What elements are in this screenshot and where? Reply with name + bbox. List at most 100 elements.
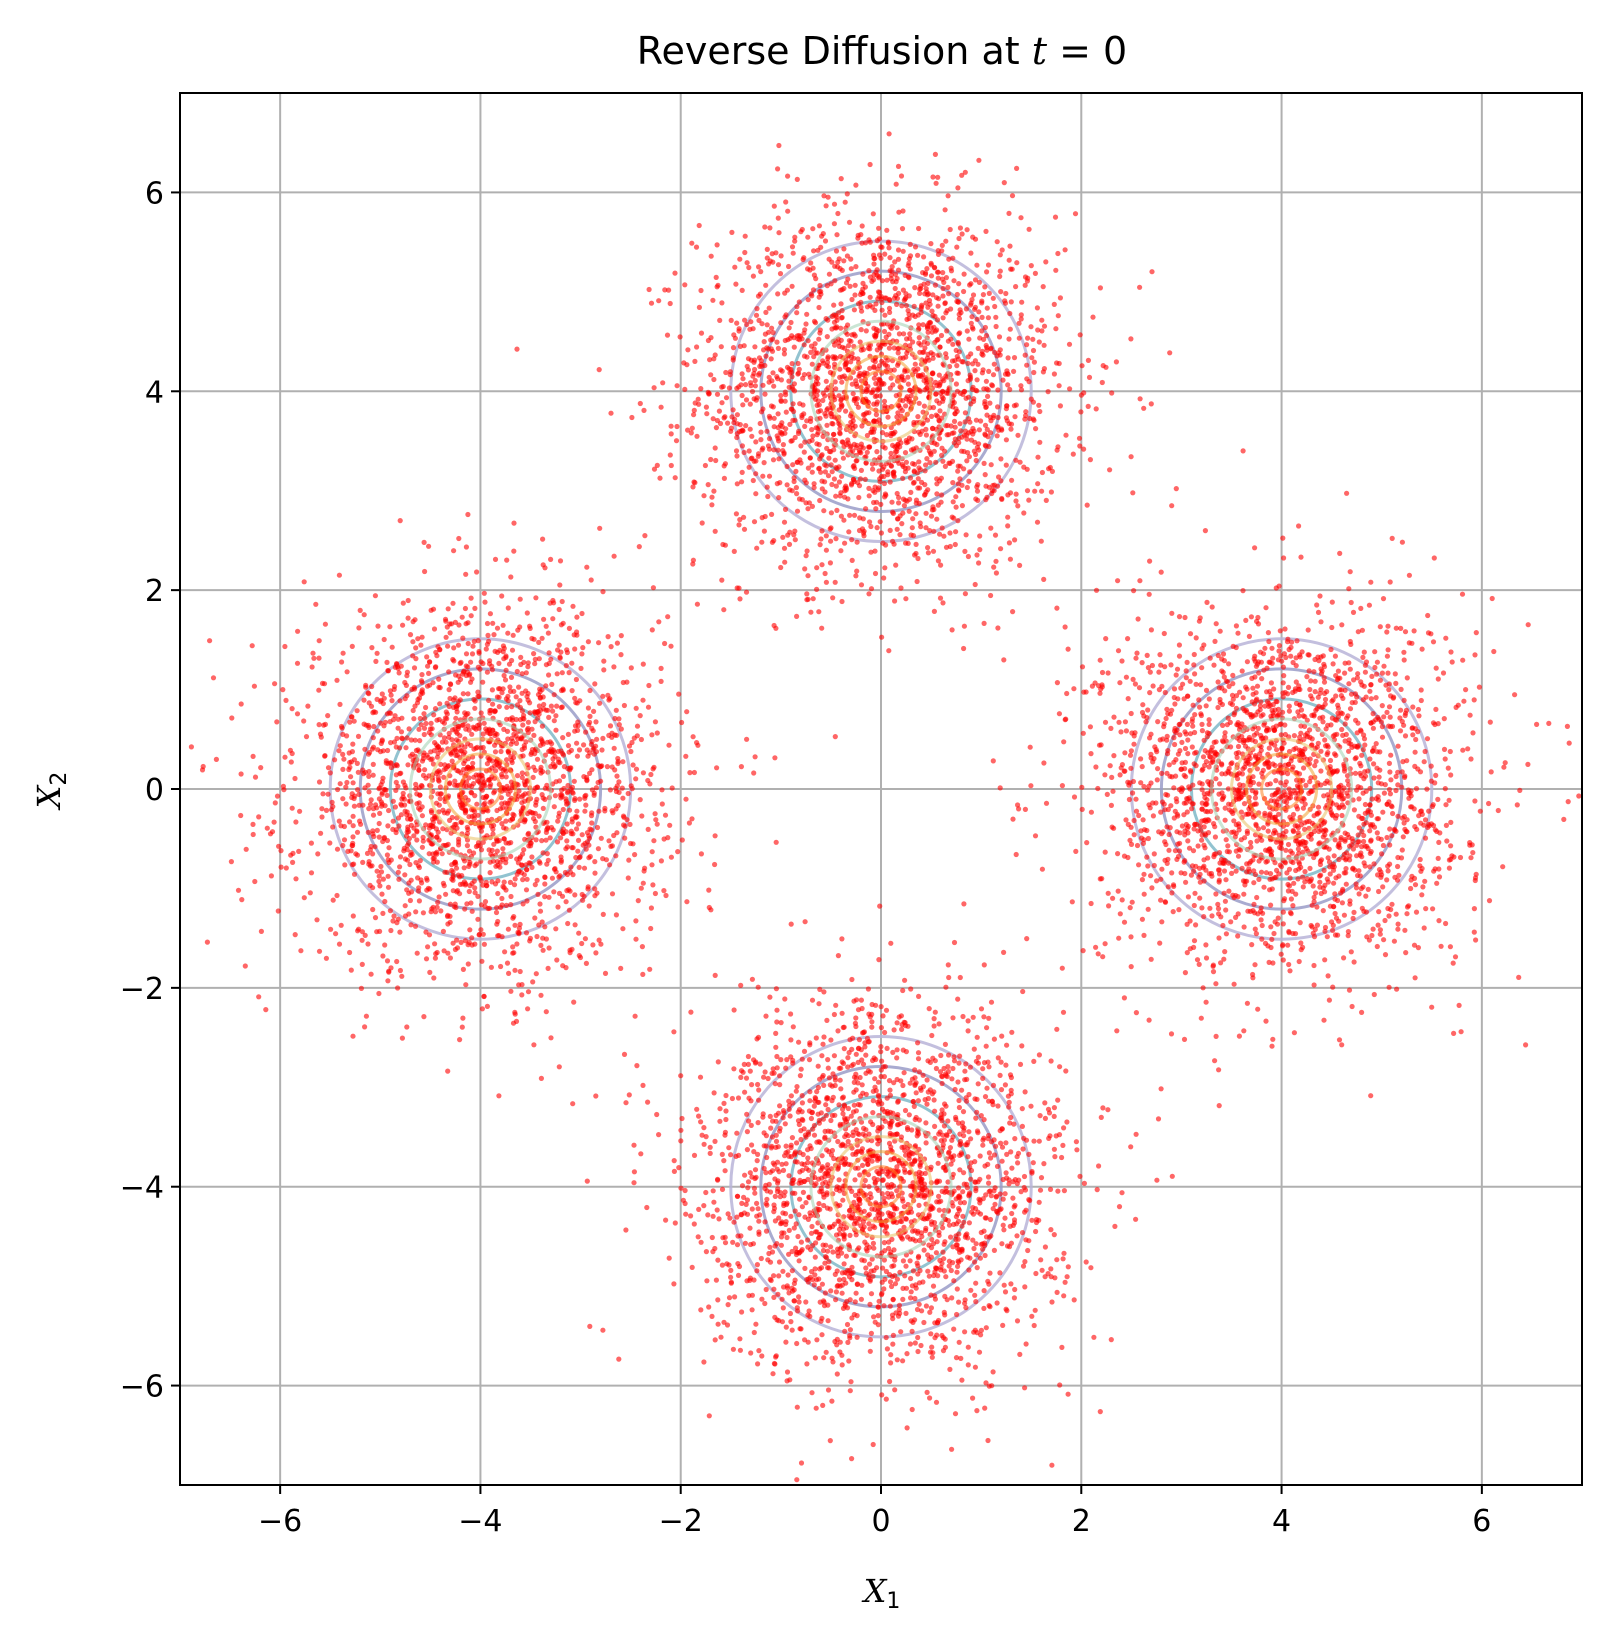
sample-point — [499, 801, 505, 807]
sample-point — [263, 1007, 269, 1013]
sample-point — [1081, 446, 1087, 452]
sample-point — [519, 794, 525, 800]
sample-point — [499, 895, 505, 902]
sample-point — [564, 790, 571, 796]
sample-point — [737, 517, 743, 523]
sample-point — [431, 859, 437, 865]
sample-point — [318, 734, 324, 740]
sample-point — [1130, 490, 1136, 496]
sample-point — [530, 979, 536, 985]
sample-point — [590, 942, 596, 948]
sample-point — [965, 360, 971, 366]
sample-point — [931, 264, 938, 270]
sample-point — [866, 268, 872, 274]
sample-point — [705, 389, 711, 395]
sample-point — [1258, 869, 1265, 875]
sample-point — [882, 565, 888, 571]
sample-point — [1243, 617, 1249, 624]
sample-point — [397, 698, 403, 704]
sample-point — [836, 464, 842, 470]
sample-point — [418, 722, 424, 728]
sample-point — [418, 642, 424, 648]
sample-point — [669, 785, 675, 791]
sample-point — [775, 215, 781, 221]
sample-point — [938, 332, 945, 339]
sample-point — [553, 713, 559, 719]
sample-point — [1303, 782, 1309, 789]
sample-point — [1355, 629, 1361, 635]
sample-point — [1229, 870, 1235, 877]
sample-point — [778, 253, 784, 259]
sample-point — [712, 833, 718, 839]
sample-point — [828, 525, 834, 531]
sample-point — [976, 441, 982, 447]
sample-point — [511, 688, 517, 695]
sample-point — [437, 784, 443, 790]
sample-point — [988, 462, 994, 468]
sample-point — [786, 541, 793, 548]
sample-point — [847, 512, 853, 518]
sample-point — [565, 731, 572, 738]
sample-point — [1128, 748, 1134, 754]
sample-point — [450, 600, 456, 606]
sample-point — [378, 740, 384, 747]
sample-point — [555, 748, 561, 755]
sample-point — [368, 971, 374, 977]
sample-point — [961, 645, 967, 652]
sample-point — [1179, 823, 1185, 829]
sample-point — [537, 860, 543, 866]
sample-point — [460, 635, 466, 641]
sample-point — [315, 851, 321, 857]
sample-point — [942, 448, 948, 454]
sample-point — [1017, 459, 1023, 465]
sample-point — [805, 573, 811, 579]
sample-point — [468, 659, 474, 665]
sample-point — [798, 229, 804, 235]
sample-point — [874, 525, 880, 531]
sample-point — [519, 690, 525, 696]
sample-point — [442, 762, 448, 768]
sample-point — [485, 905, 491, 912]
sample-point — [861, 533, 867, 539]
sample-point — [851, 441, 857, 447]
sample-point — [425, 663, 431, 669]
sample-point — [388, 710, 394, 716]
sample-point — [376, 834, 382, 840]
sample-point — [533, 971, 539, 977]
sample-point — [916, 400, 922, 406]
sample-point — [899, 408, 905, 414]
sample-point — [781, 545, 788, 551]
sample-point — [465, 961, 471, 967]
sample-point — [747, 426, 753, 432]
sample-point — [908, 489, 914, 495]
sample-point — [494, 905, 500, 911]
sample-point — [994, 483, 1001, 489]
sample-point — [1380, 884, 1386, 890]
sample-point — [415, 636, 421, 642]
sample-point — [917, 467, 924, 473]
sample-point — [741, 526, 748, 532]
sample-point — [560, 806, 566, 813]
sample-point — [764, 428, 770, 434]
sample-point — [1008, 426, 1014, 432]
sample-point — [490, 620, 496, 626]
sample-point — [365, 782, 371, 788]
sample-point — [1085, 357, 1091, 363]
sample-point — [984, 494, 990, 500]
sample-point — [583, 802, 589, 808]
sample-point — [1021, 464, 1027, 470]
sample-point — [524, 867, 530, 873]
sample-point — [882, 403, 888, 409]
sample-point — [1031, 369, 1037, 376]
sample-point — [569, 819, 575, 825]
sample-point — [779, 368, 785, 374]
sample-point — [699, 520, 705, 526]
sample-point — [1021, 510, 1027, 516]
sample-point — [935, 275, 941, 281]
sample-point — [838, 404, 845, 410]
sample-point — [1399, 539, 1405, 545]
sample-point — [756, 264, 762, 270]
sample-point — [405, 762, 411, 768]
sample-point — [786, 378, 792, 384]
sample-point — [500, 622, 506, 628]
